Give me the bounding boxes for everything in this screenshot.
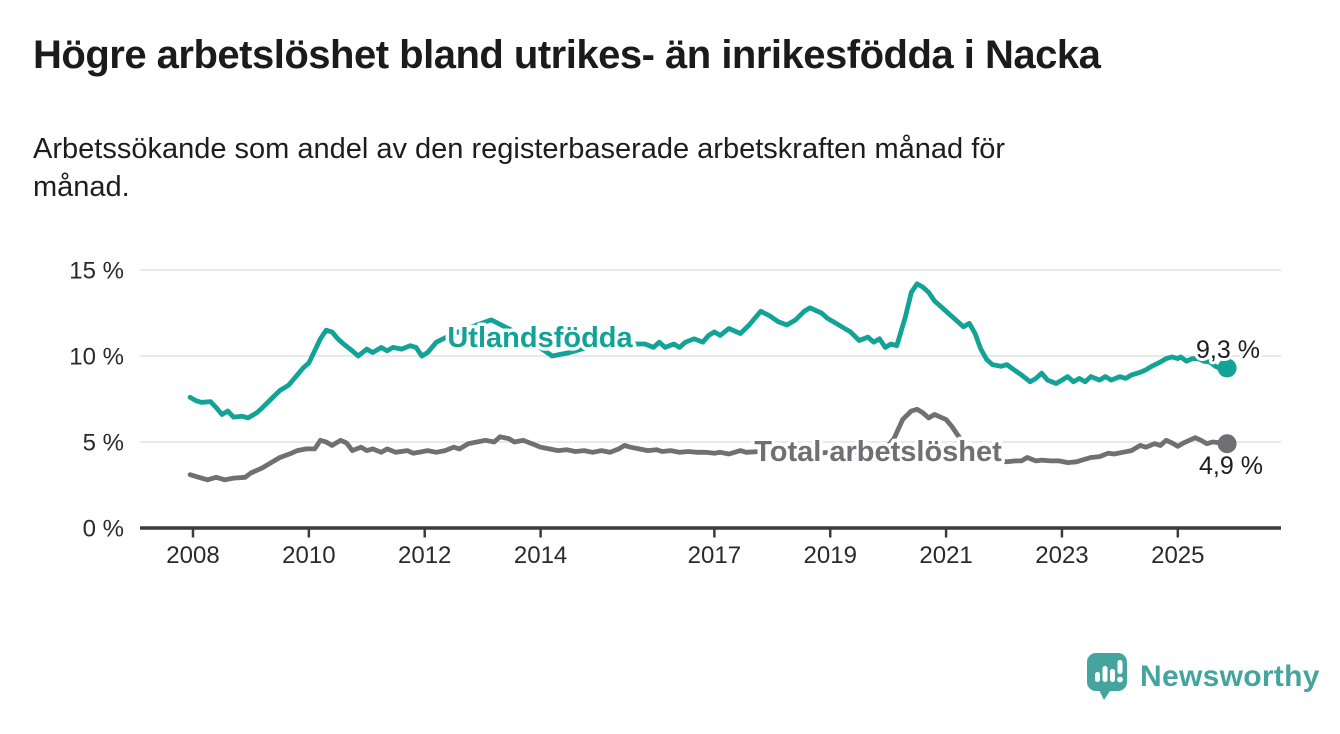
series-end-value-utlandsfodda: 9,3 % [1196,336,1260,364]
x-tick-label: 2010 [282,542,335,569]
logo-bar-2 [1102,666,1108,682]
series-label-total: Total arbetslöshet [754,436,1002,468]
x-tick-label: 2012 [398,542,451,569]
subtitle-line-1: Arbetssökande som andel av den registerb… [33,133,1006,165]
series-end-dot-total [1217,434,1237,454]
y-tick-label: 5 % [83,430,124,457]
logo-bar-1 [1095,672,1100,682]
series-end-value-total: 4,9 % [1199,452,1263,480]
y-tick-label: 15 % [69,258,124,285]
x-tick-label: 2014 [514,542,567,569]
logo-bar-3 [1110,669,1115,682]
x-tick-label: 2021 [919,542,972,569]
x-tick-label: 2019 [804,542,857,569]
logo-exclamation-dot [1117,676,1123,683]
x-tick-label: 2023 [1035,542,1088,569]
y-tick-label: 0 % [83,516,124,543]
x-tick-label: 2025 [1151,542,1204,569]
subtitle-line-2: månad. [33,171,130,203]
chart-title: Högre arbetslöshet bland utrikes- än inr… [33,33,1101,77]
chart-subtitle: Arbetssökande som andel av den registerb… [33,130,1005,206]
x-tick-label: 2017 [688,542,741,569]
newsworthy-logo-icon [1087,653,1127,700]
newsworthy-wordmark: Newsworthy [1140,660,1320,693]
unemployment-line-chart: 15 % 10 % 5 % 0 % 2008 2010 2012 2014 2017 2019 20… [69,258,1281,569]
logo-exclamation-bar [1117,660,1123,674]
x-tick-label: 2008 [166,542,219,569]
series-line-utlandsfodda [187,281,1230,421]
newsworthy-branding: Newsworthy [1085,653,1320,701]
series-end-dot-utlandsfodda [1217,358,1237,378]
series-line-total [187,406,1230,483]
y-tick-label: 10 % [69,344,124,371]
logo-bubble-tail [1098,688,1112,700]
series-label-utlandsfodda: Utlandsfödda [447,322,633,354]
